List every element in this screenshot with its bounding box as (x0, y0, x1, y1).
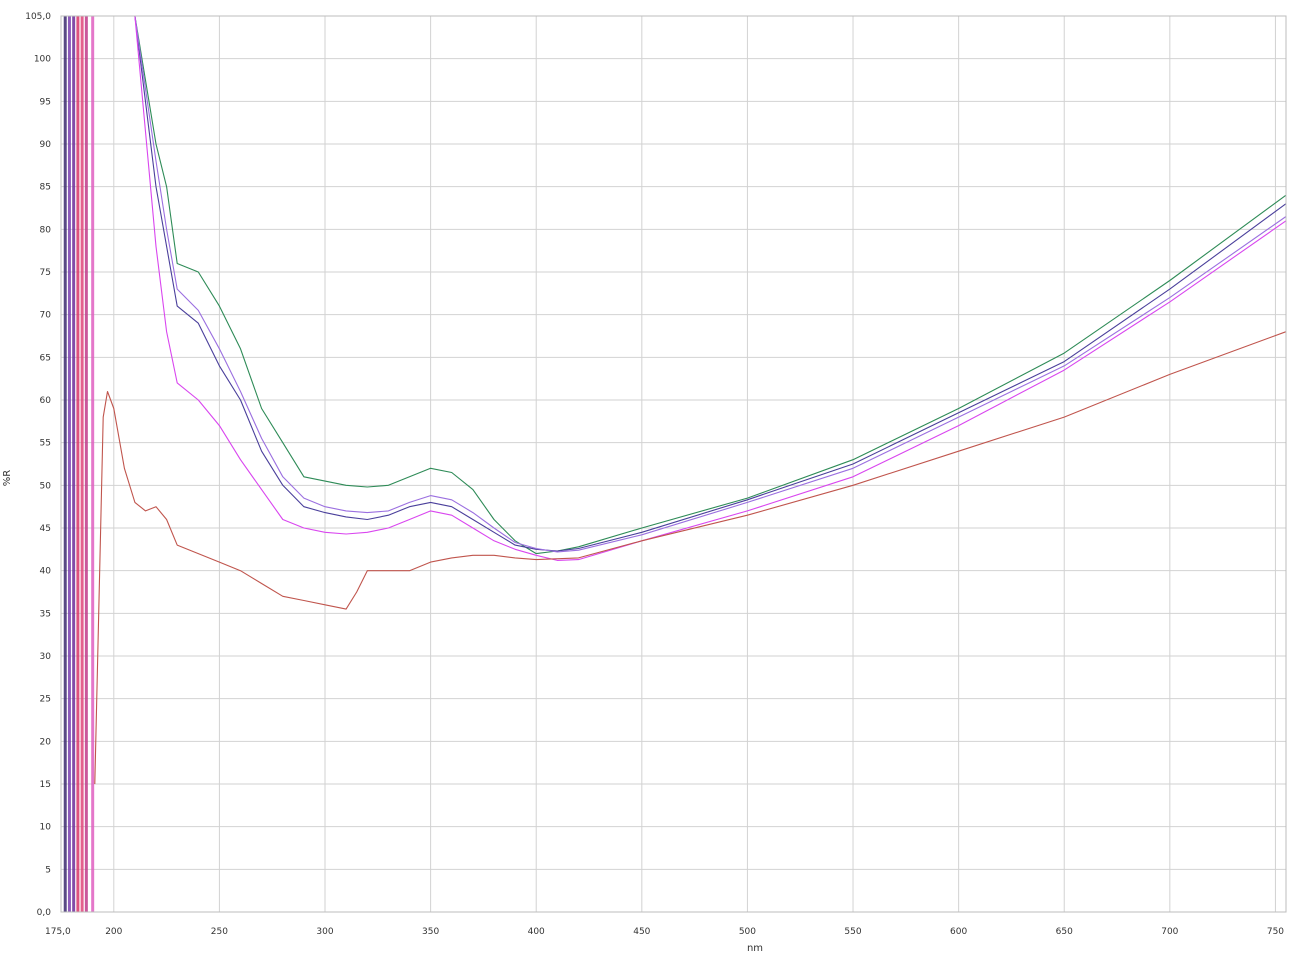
y-tick-label: 10 (40, 823, 52, 833)
y-tick-label: 0,0 (37, 908, 52, 918)
x-tick-label: 750 (1267, 927, 1284, 937)
x-axis-title: nm (747, 943, 763, 954)
grid (60, 15, 1286, 913)
y-tick-label: 20 (40, 737, 52, 747)
y-tick-label: 90 (40, 140, 52, 150)
y-tick-label: 60 (40, 396, 52, 406)
y-tick-label: 85 (40, 183, 51, 193)
y-tick-label: 45 (40, 524, 51, 534)
x-tick-label: 300 (316, 927, 333, 937)
y-tick-label: 75 (40, 268, 51, 278)
series-line-4 (113, 15, 1287, 561)
series-line-3 (113, 15, 1287, 553)
y-tick-label: 95 (40, 97, 51, 107)
x-tick-label: 250 (211, 927, 228, 937)
y-tick-label: 30 (40, 652, 52, 662)
x-tick-label: 175,0 (45, 927, 71, 937)
y-tick-label: 80 (40, 225, 52, 235)
y-tick-label: 55 (40, 439, 51, 449)
y-tick-label: 70 (40, 311, 52, 321)
y-tick-label: 65 (40, 353, 51, 363)
series-line-1 (113, 15, 1287, 555)
tick-labels: 175,0 200 250 300 350 400 450 500 550 600 650 700 75… (25, 12, 1284, 937)
y-tick-label: 5 (45, 865, 51, 875)
y-tick-label: 15 (40, 780, 51, 790)
y-tick-label: 35 (40, 609, 51, 619)
y-tick-label: 105,0 (25, 12, 51, 22)
y-tick-label: 100 (34, 55, 51, 65)
series-line-5 (94, 331, 1287, 785)
x-tick-label: 550 (844, 927, 861, 937)
x-tick-label: 350 (422, 927, 439, 937)
y-tick-label: 25 (40, 695, 51, 705)
x-tick-label: 700 (1161, 927, 1178, 937)
x-tick-label: 600 (950, 927, 967, 937)
y-axis-title: %R (2, 470, 13, 487)
series-line-2 (113, 15, 1287, 552)
plot-frame (60, 15, 1287, 913)
x-tick-label: 200 (105, 927, 122, 937)
x-tick-label: 450 (633, 927, 650, 937)
x-tick-label: 500 (739, 927, 756, 937)
x-tick-label: 400 (528, 927, 545, 937)
series-group (63, 15, 1287, 912)
y-tick-label: 40 (40, 567, 52, 577)
y-tick-label: 50 (40, 481, 52, 491)
x-tick-label: 650 (1056, 927, 1073, 937)
